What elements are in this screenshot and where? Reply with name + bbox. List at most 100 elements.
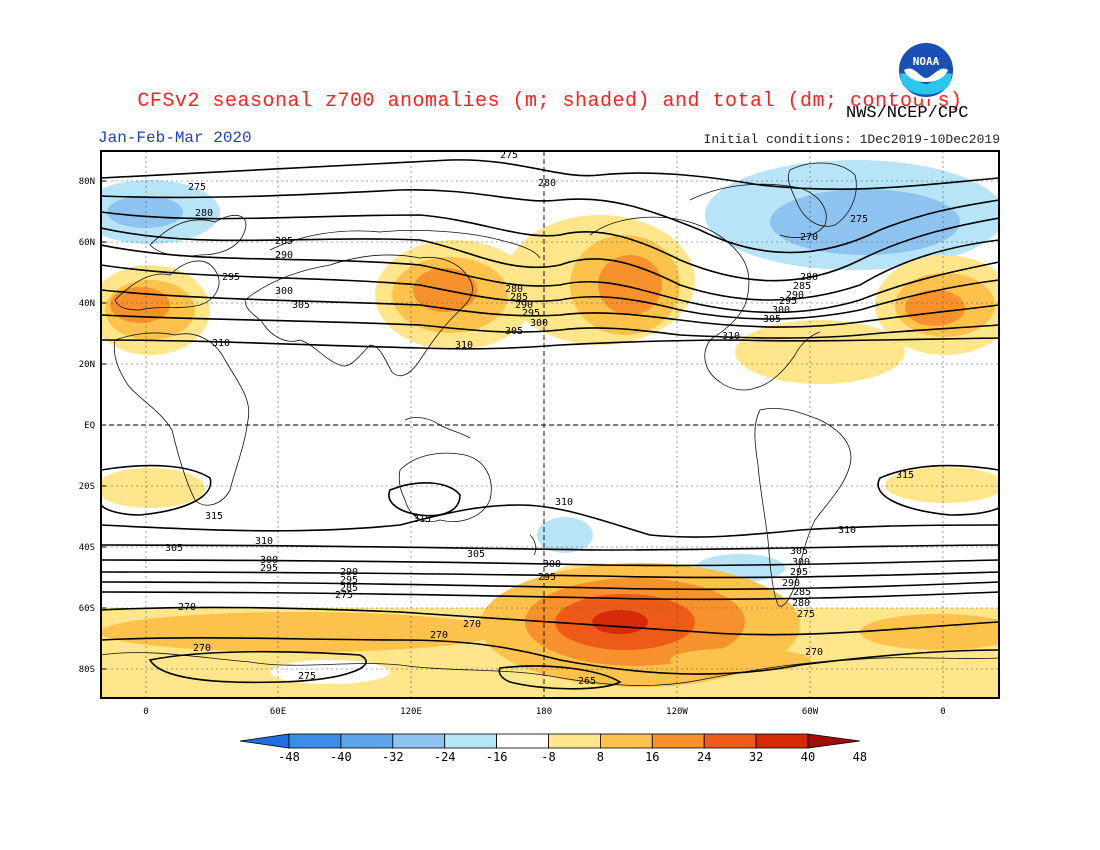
contour-label: 290: [340, 567, 358, 578]
lat-label: 80S: [79, 665, 95, 675]
contour-label: 295: [260, 563, 278, 574]
lat-label: EQ: [84, 421, 95, 431]
contour-label: 270: [805, 647, 823, 658]
lon-label: 0: [143, 707, 148, 717]
contour-label: 280: [538, 178, 556, 189]
contour-label: 300: [260, 555, 278, 566]
contour-label: 280: [800, 272, 818, 283]
contour-label: 310: [555, 497, 573, 508]
colorbar-swatch: [392, 733, 446, 749]
contour-label: 295: [222, 272, 240, 283]
colorbar-swatch: [340, 733, 394, 749]
contour-labels: 275 275 280 280 285 290 295 300 305 310 …: [165, 150, 914, 687]
contour-label: 300: [275, 286, 293, 297]
contour-label: 275: [797, 609, 815, 620]
contour-label: 295: [522, 308, 540, 319]
colorbar-swatch: [444, 733, 498, 749]
lon-label: 180: [536, 707, 552, 717]
lon-label: 60E: [270, 707, 286, 717]
contour-label: 285: [793, 587, 811, 598]
chart-title: CFSv2 seasonal z700 anomalies (m; shaded…: [137, 90, 963, 113]
longitude-axis: 0 60E 120E 180 120W 60W 0: [143, 707, 945, 717]
colorbar-tick-label: 40: [801, 750, 815, 764]
logo-text: NOAA: [913, 55, 940, 68]
contour-label: 285: [793, 281, 811, 292]
lat-label: 40S: [79, 543, 95, 553]
contour-label: 295: [538, 572, 556, 583]
contour-label: 290: [275, 250, 293, 261]
colorbar-swatch: [288, 733, 342, 749]
lon-label: 60W: [802, 707, 819, 717]
map-reference-lines: [101, 151, 999, 698]
colorbar-arrow-high: [807, 733, 861, 749]
contour-label: 290: [782, 578, 800, 589]
lon-label: 120W: [666, 707, 688, 717]
colorbar-tick-label: 24: [697, 750, 711, 764]
organization-label: NWS/NCEP/CPC: [846, 104, 969, 123]
lat-label: 20N: [79, 360, 95, 370]
colorbar-swatch: [548, 733, 601, 749]
colorbar-tick-label: -48: [278, 750, 300, 764]
contour-label: 275: [500, 150, 518, 161]
lon-label: 120E: [400, 707, 422, 717]
colorbar-swatch: [600, 733, 653, 749]
contour-label: 305: [467, 549, 485, 560]
colorbar-tick-label: -8: [541, 750, 555, 764]
colorbar-tick-label: 16: [645, 750, 659, 764]
contour-label: 305: [165, 543, 183, 554]
initial-conditions-label: Initial conditions: 1Dec2019-10Dec2019: [703, 132, 1000, 147]
colorbar-swatch: [651, 733, 705, 749]
contour-label: 305: [763, 314, 781, 325]
contour-label: 305: [505, 326, 523, 337]
contour-label: 300: [543, 559, 561, 570]
colorbar-tick-label: -24: [434, 750, 456, 764]
lat-label: 40N: [79, 299, 95, 309]
contour-label: 270: [800, 232, 818, 243]
colorbar-tick-label: 32: [749, 750, 763, 764]
colorbar-tick-label: 8: [597, 750, 604, 764]
contour-label: 305: [790, 546, 808, 557]
contour-label: 295: [340, 575, 358, 586]
contour-label: 270: [193, 643, 211, 654]
contour-label: 275: [335, 590, 353, 601]
contour-label: 270: [430, 630, 448, 641]
lat-label: 60S: [79, 604, 95, 614]
contour-label: 280: [505, 284, 523, 295]
latitude-axis: 80N 60N 40N 20N EQ 20S 40S 60S 80S: [79, 177, 95, 675]
contour-label: 300: [530, 318, 548, 329]
contour-label: 300: [792, 557, 810, 568]
lat-label: 20S: [79, 482, 95, 492]
latitude-ticks: [101, 180, 106, 670]
contour-label: 310: [838, 525, 856, 536]
contour-label: 275: [850, 214, 868, 225]
contour-label: 315: [205, 511, 223, 522]
contour-label: 280: [792, 598, 810, 609]
colorbar: -48 -40 -32 -24 -16 -8 8 16 24 32 40 48: [239, 733, 867, 764]
contour-label: 285: [275, 236, 293, 247]
contour-label: 270: [463, 619, 481, 630]
contour-label: 275: [298, 671, 316, 682]
contour-label: 285: [340, 583, 358, 594]
lon-label: 0: [940, 707, 945, 717]
contour-label: 295: [790, 567, 808, 578]
contour-label: 310: [455, 340, 473, 351]
colorbar-tick-label: -40: [330, 750, 352, 764]
contour-label: 310: [212, 338, 230, 349]
colorbar-tick-label: 48: [853, 750, 867, 764]
contour-label: 295: [779, 296, 797, 307]
map-gridlines: [101, 151, 999, 698]
contour-label: 290: [786, 290, 804, 301]
contour-label: 265: [578, 676, 596, 687]
lat-label: 60N: [79, 238, 95, 248]
season-label: Jan-Feb-Mar 2020: [98, 129, 252, 147]
noaa-logo: NOAA: [897, 41, 955, 99]
contour-label: 290: [515, 300, 533, 311]
contour-label: 315: [413, 514, 431, 525]
contour-label: 270: [178, 602, 196, 613]
contour-label: 310: [722, 331, 740, 342]
anomaly-shading: [101, 160, 999, 698]
colorbar-swatch: [496, 733, 549, 749]
contour-label: 305: [292, 300, 310, 311]
contour-label: 300: [772, 305, 790, 316]
